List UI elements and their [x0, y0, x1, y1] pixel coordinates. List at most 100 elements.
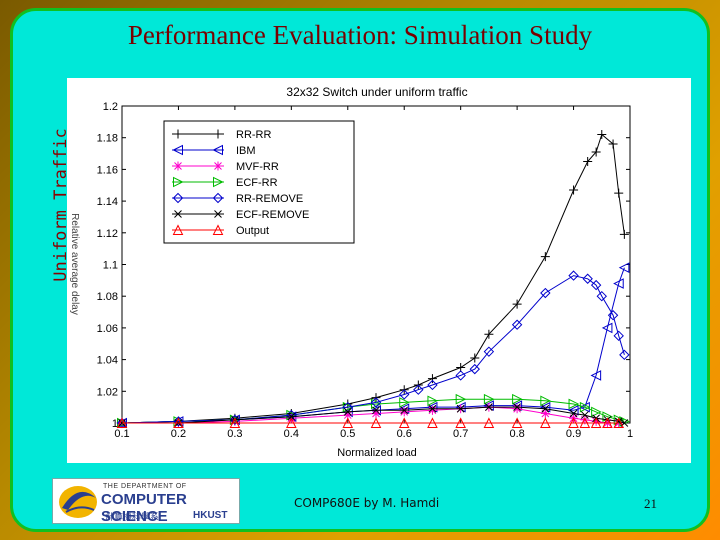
- data-point: [213, 176, 224, 188]
- data-point: [601, 322, 613, 334]
- x-tick-label: 0.3: [227, 428, 242, 440]
- data-point: [512, 393, 523, 405]
- legend-label: ECF-REMOVE: [236, 209, 309, 221]
- department-logo: THE DEPARTMENT OF COMPUTER SCIENCE 計算機科學…: [52, 478, 240, 525]
- data-point: [484, 329, 494, 339]
- data-point: [483, 393, 495, 405]
- data-point: [212, 192, 224, 204]
- data-point: [618, 262, 630, 273]
- data-point: [613, 417, 625, 428]
- legend-entry: MVF-RR: [172, 161, 279, 173]
- x-tick-label: 0.9: [566, 428, 581, 440]
- y-tick-label: 1.06: [97, 323, 118, 335]
- data-point: [613, 278, 624, 289]
- data-point: [511, 319, 523, 330]
- data-point: [596, 290, 607, 302]
- data-point: [427, 379, 438, 391]
- y-tick-label: 1.2: [103, 101, 118, 113]
- data-point: [213, 129, 223, 139]
- data-point: [540, 395, 551, 407]
- data-point: [172, 192, 184, 204]
- y-tick-label: 1.14: [97, 196, 118, 208]
- data-point: [229, 417, 241, 428]
- y-axis-label-text: Relative average delay: [69, 213, 80, 315]
- data-point: [455, 417, 466, 428]
- data-point: [212, 224, 224, 235]
- series-output: [116, 417, 625, 428]
- data-point: [399, 389, 410, 400]
- data-point: [370, 397, 382, 408]
- y-tick-label: 1.1: [103, 260, 118, 272]
- series-rr-rr: [117, 130, 629, 428]
- data-point: [582, 273, 593, 284]
- data-point: [541, 404, 550, 413]
- data-point: [287, 412, 296, 421]
- data-point: [427, 405, 437, 415]
- legend-entry: IBM: [172, 144, 256, 157]
- data-point: [172, 224, 184, 235]
- y-tick-label: 1.18: [97, 133, 118, 145]
- data-point: [608, 139, 618, 149]
- data-point: [614, 418, 624, 428]
- data-point: [173, 161, 183, 171]
- data-point: [591, 406, 602, 418]
- data-point: [400, 406, 409, 415]
- chart-legend: RR-RR IBM MVF-RR ECF-RR RR-REMOVE ECF-REMOVE O…: [163, 120, 355, 244]
- data-point: [483, 417, 495, 428]
- data-point: [619, 349, 630, 361]
- data-point: [619, 229, 629, 239]
- data-point: [229, 414, 241, 426]
- data-point: [398, 417, 410, 428]
- logo-chinese-text: 計算機科學系: [105, 512, 160, 522]
- data-point: [568, 398, 580, 410]
- legend-label: RR-REMOVE: [236, 193, 303, 205]
- x-tick-label: 0.6: [397, 428, 412, 440]
- data-point: [456, 404, 465, 413]
- data-point: [591, 416, 601, 426]
- data-point: [579, 417, 591, 428]
- data-point: [583, 156, 593, 166]
- data-point: [214, 210, 222, 218]
- data-point: [455, 370, 466, 381]
- data-point: [540, 252, 550, 262]
- data-point: [540, 287, 551, 299]
- data-point: [485, 403, 493, 412]
- data-point: [613, 330, 624, 342]
- series-line: [122, 406, 625, 424]
- data-point: [286, 417, 297, 428]
- data-point: [372, 406, 380, 415]
- data-point: [399, 397, 410, 408]
- legend-label: ECF-RR: [236, 177, 278, 189]
- logo-top-text: THE DEPARTMENT OF: [103, 483, 187, 490]
- data-point: [343, 410, 353, 420]
- data-point: [579, 401, 591, 413]
- legend-entry: ECF-REMOVE: [172, 209, 309, 221]
- data-point: [511, 417, 523, 428]
- legend-label: IBM: [236, 145, 256, 157]
- y-tick-label: 1.02: [97, 386, 118, 398]
- data-point: [213, 161, 223, 171]
- x-tick-label: 0.4: [284, 428, 299, 440]
- x-tick-label: 0.7: [453, 428, 468, 440]
- data-point: [172, 144, 183, 156]
- series-rr-remove: [116, 270, 630, 429]
- data-point: [173, 129, 183, 139]
- y-axis-label: Relative average delay: [69, 213, 80, 315]
- data-point: [591, 147, 601, 157]
- data-point: [602, 417, 613, 428]
- data-point: [399, 407, 409, 417]
- page-number: 21: [644, 496, 657, 511]
- legend-entry: RR-RR: [172, 129, 271, 141]
- data-point: [116, 417, 128, 428]
- y-tick-label: 1.04: [97, 355, 118, 367]
- logo-main-text: COMPUTER SCIENCE: [101, 491, 187, 525]
- data-point: [512, 404, 522, 414]
- legend-label: RR-RR: [236, 129, 271, 141]
- legend-label: MVF-RR: [236, 161, 279, 173]
- logo-emblem-icon: [59, 486, 97, 518]
- data-point: [455, 393, 467, 405]
- data-point: [513, 403, 521, 412]
- data-point: [470, 353, 480, 363]
- data-point: [212, 144, 223, 156]
- x-tick-label: 0.2: [171, 428, 186, 440]
